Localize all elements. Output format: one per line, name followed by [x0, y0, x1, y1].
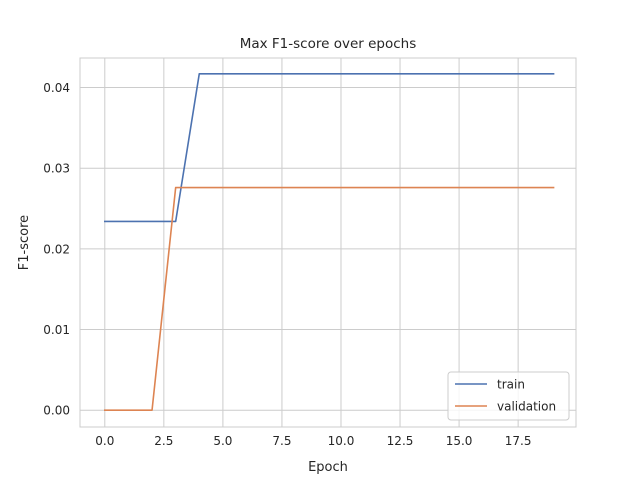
y-tick-label: 0.04: [43, 81, 70, 95]
x-tick-label: 15.0: [446, 434, 473, 448]
x-tick-label: 17.5: [505, 434, 532, 448]
x-axis-ticks: 0.0 2.5 5.0 7.5 10.0 12.5 15.0 17.5: [95, 434, 531, 448]
y-tick-label: 0.03: [43, 162, 70, 176]
grid-lines: [80, 58, 576, 427]
x-tick-label: 5.0: [213, 434, 232, 448]
plot-area: [80, 58, 576, 427]
x-tick-label: 12.5: [387, 434, 414, 448]
x-tick-label: 2.5: [154, 434, 173, 448]
x-axis-label: Epoch: [308, 460, 348, 475]
y-tick-label: 0.00: [43, 404, 70, 418]
x-tick-label: 10.0: [328, 434, 355, 448]
legend-label-validation: validation: [497, 400, 556, 414]
series-lines: [104, 73, 555, 412]
legend: train validation: [447, 371, 570, 421]
series-line-train: [104, 73, 555, 223]
x-tick-label: 0.0: [95, 434, 114, 448]
y-tick-label: 0.02: [43, 242, 70, 256]
chart-title: Max F1-score over epochs: [240, 36, 417, 52]
legend-label-train: train: [497, 378, 525, 392]
y-tick-label: 0.01: [43, 323, 70, 337]
x-tick-label: 7.5: [272, 434, 291, 448]
plot-frame: [79, 57, 577, 428]
y-axis-label: F1-score: [17, 215, 32, 270]
series-line-validation: [104, 186, 555, 412]
y-axis-ticks: 0.00 0.01 0.02 0.03 0.04: [43, 81, 70, 418]
